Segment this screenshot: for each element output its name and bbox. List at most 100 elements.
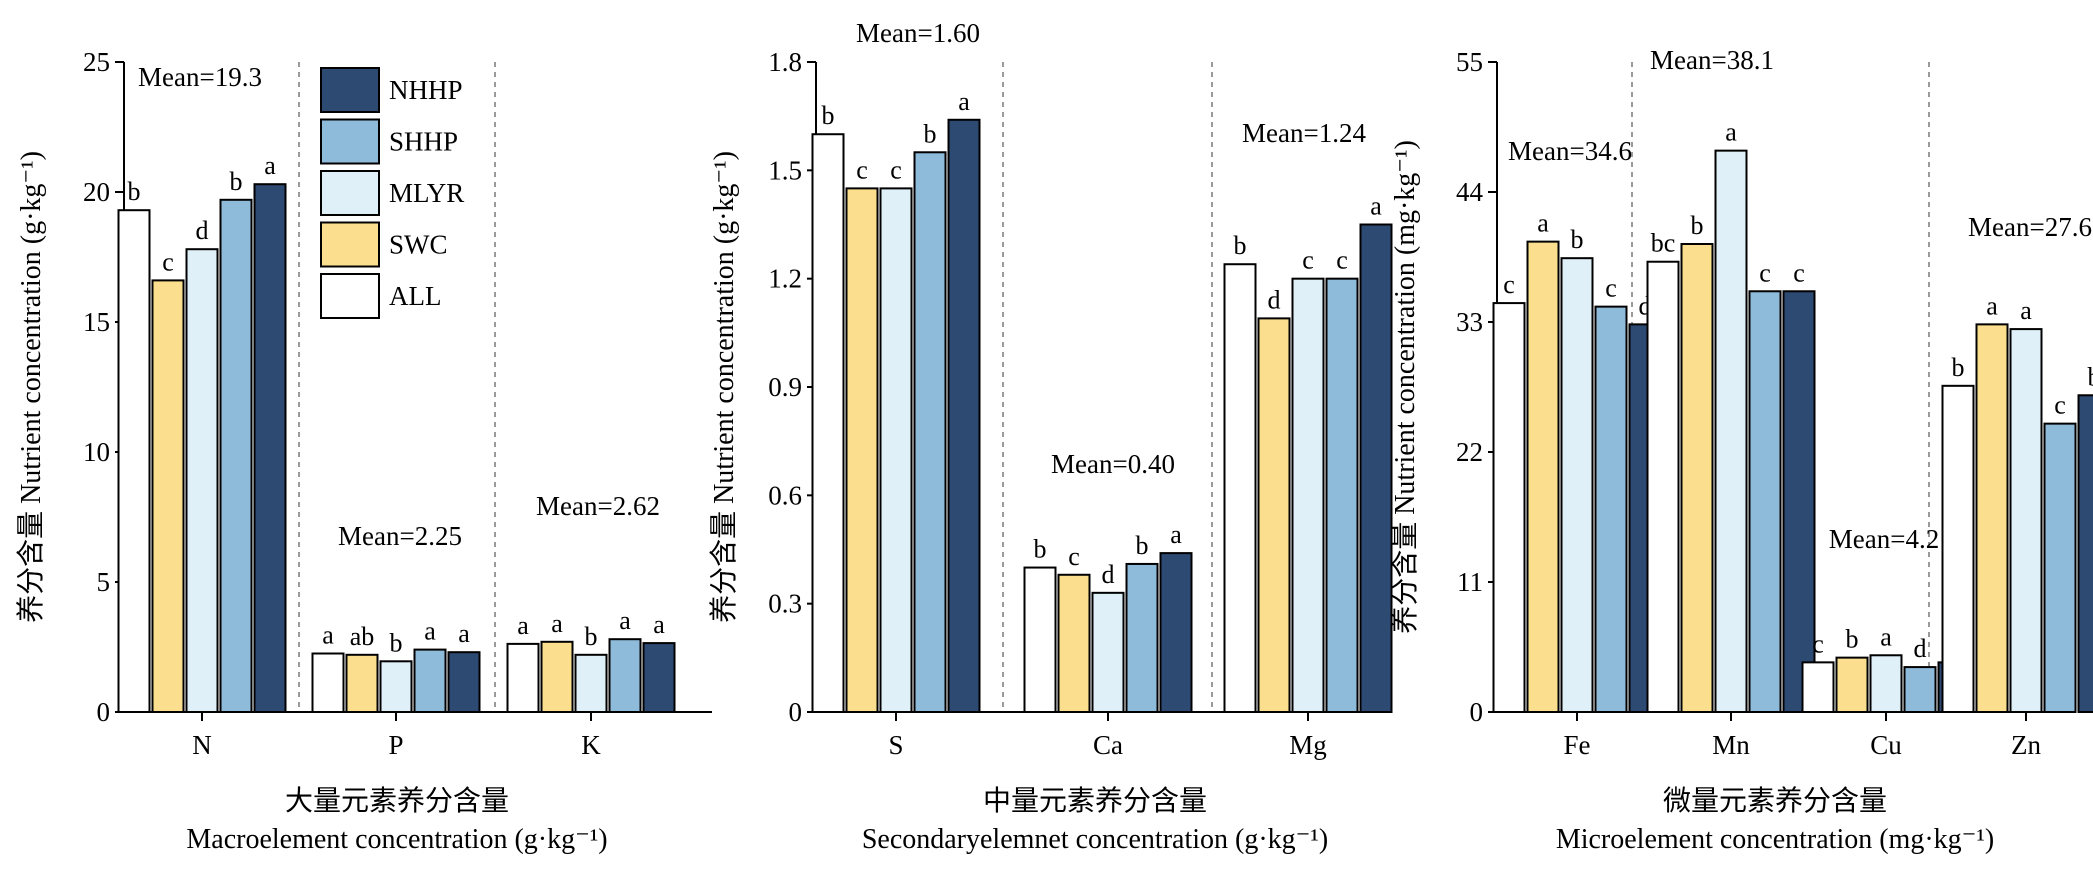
significance-label: b — [390, 628, 403, 657]
legend: NHHP SHHP MLYR SWC ALL — [320, 67, 464, 319]
y-tick-label: 0 — [97, 697, 111, 727]
bar-swc — [1835, 656, 1869, 713]
x-axis-label-cn: 大量元素养分含量 — [285, 785, 509, 817]
bar-swc — [1057, 573, 1091, 713]
significance-label: a — [1725, 118, 1737, 147]
significance-label: b — [822, 101, 835, 130]
bar-shhp — [913, 151, 947, 713]
bar-mlyr — [185, 248, 219, 713]
bar-all — [1223, 263, 1257, 713]
significance-label: b — [1846, 625, 1859, 654]
significance-label: b — [1136, 531, 1149, 560]
mean-label: Mean=27.6 — [1968, 212, 2092, 242]
category-label: Ca — [1093, 730, 1123, 760]
bar-shhp — [1594, 305, 1628, 713]
significance-label: a — [1880, 622, 1892, 651]
category-label: P — [388, 730, 403, 760]
bar-all — [1801, 661, 1835, 714]
mean-label: Mean=4.2 — [1829, 524, 1939, 554]
bar-nhhp — [947, 118, 981, 714]
x-axis-label-cn: 中量元素养分含量 — [983, 785, 1207, 817]
legend-swatch-shhp — [320, 118, 380, 165]
category-label: Mg — [1289, 730, 1327, 760]
y-axis-label: 养分含量 Nutrient concentration (mg·kg⁻¹) — [1389, 140, 1421, 634]
bar-shhp — [219, 198, 253, 714]
bar-all — [506, 642, 540, 714]
bar-all — [1492, 302, 1526, 713]
y-tick-label: 1.2 — [768, 264, 802, 294]
bar-swc — [151, 279, 185, 713]
x-axis-label-cn: 微量元素养分含量 — [1663, 785, 1887, 817]
y-tick-label: 0.6 — [768, 480, 802, 510]
chart-panel-3: 0 11 22 33 44 55 养分含量 Nutrient concentration (… — [1389, 45, 2093, 855]
significance-label: a — [264, 151, 276, 180]
bar-mlyr — [1714, 149, 1748, 714]
mean-label: Mean=34.6 — [1508, 136, 1632, 166]
significance-label: c — [1812, 629, 1824, 658]
significance-label: c — [890, 155, 902, 184]
bar-swc — [1680, 243, 1714, 713]
significance-label: a — [551, 609, 563, 638]
bar-all — [1941, 384, 1975, 713]
significance-label: a — [517, 611, 529, 640]
bar-mlyr — [1560, 257, 1594, 713]
x-axis-label-en: Microelement concentration (mg·kg⁻¹) — [1556, 824, 1994, 855]
significance-label: c — [1793, 258, 1805, 287]
significance-label: b — [1571, 225, 1584, 254]
legend-swatch-all — [320, 273, 380, 319]
significance-label: bc — [1651, 229, 1676, 258]
bar-mlyr — [379, 660, 413, 713]
category-label: K — [581, 730, 601, 760]
y-tick-label: 20 — [83, 177, 110, 207]
bar-nhhp — [1359, 223, 1393, 713]
bar-shhp — [608, 638, 642, 714]
significance-label: b — [1952, 353, 1965, 382]
significance-label: d — [196, 216, 209, 245]
y-tick-label: 44 — [1456, 177, 1484, 207]
bar-all — [117, 209, 151, 713]
significance-label: c — [1336, 246, 1348, 275]
legend-label: ALL — [389, 281, 441, 311]
bar-mlyr — [1091, 591, 1125, 713]
category-label: Zn — [2011, 730, 2041, 760]
legend-label: NHHP — [389, 75, 463, 105]
bar-shhp — [1125, 562, 1159, 714]
significance-label: c — [1503, 270, 1515, 299]
significance-label: c — [1068, 542, 1080, 571]
bar-nhhp — [642, 642, 676, 713]
y-axis-label: 养分含量 Nutrient concentration (g·kg⁻¹) — [15, 151, 47, 623]
significance-label: a — [958, 87, 970, 116]
legend-label: MLYR — [389, 178, 464, 208]
significance-label: d — [1102, 560, 1115, 589]
significance-label: c — [856, 155, 868, 184]
bar-mlyr — [574, 653, 608, 713]
y-tick-label: 0 — [789, 697, 803, 727]
bar-swc — [1257, 317, 1291, 713]
y-tick-label: 1.5 — [768, 155, 802, 185]
legend-swatch-nhhp — [320, 67, 380, 113]
bar-all — [1023, 566, 1057, 713]
significance-label: b — [585, 622, 598, 651]
legend-swatch-mlyr — [320, 170, 380, 216]
legend-label: SWC — [389, 230, 448, 260]
y-tick-label: 11 — [1457, 567, 1483, 597]
mean-label: Mean=38.1 — [1650, 45, 1774, 75]
significance-label: a — [458, 619, 470, 648]
bar-swc — [345, 653, 379, 713]
bar-shhp — [2043, 422, 2077, 713]
bar-shhp — [1903, 666, 1937, 713]
y-tick-label: 5 — [97, 567, 111, 597]
category-label: S — [888, 730, 903, 760]
bar-mlyr — [1291, 277, 1325, 713]
bar-swc — [845, 187, 879, 713]
significance-label: b — [2088, 362, 2093, 391]
y-tick-label: 10 — [83, 437, 110, 467]
mean-label: Mean=2.62 — [536, 491, 660, 521]
chart-panel-2: 0 0.3 0.6 0.9 1.2 1.5 1.8 养分含量 Nutrient concent… — [708, 18, 1393, 855]
significance-label: a — [653, 610, 665, 639]
y-tick-label: 25 — [83, 47, 110, 77]
significance-label: a — [322, 621, 334, 650]
category-label: Mn — [1712, 730, 1750, 760]
significance-label: c — [1302, 246, 1314, 275]
mean-label: Mean=1.60 — [856, 18, 980, 48]
